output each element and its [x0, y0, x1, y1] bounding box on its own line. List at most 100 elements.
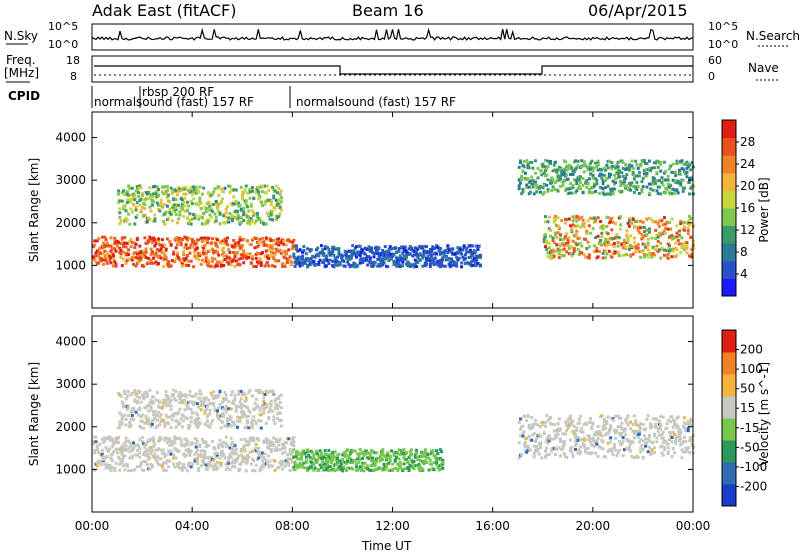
- echo-cell: [219, 201, 223, 205]
- echo-cell: [550, 176, 554, 180]
- echo-cell: [182, 452, 186, 456]
- echo-cell: [173, 435, 177, 439]
- echo-cell: [148, 401, 152, 405]
- echo-cell: [134, 215, 138, 219]
- echo-cell: [133, 444, 137, 448]
- echo-cell: [669, 431, 673, 435]
- echo-cell: [671, 247, 675, 251]
- echo-cell: [685, 448, 689, 452]
- echo-cell: [294, 259, 298, 263]
- echo-cell: [209, 455, 213, 459]
- echo-cell: [595, 246, 599, 250]
- echo-cell: [547, 227, 551, 231]
- echo-cell: [108, 254, 112, 258]
- echo-cell: [227, 220, 231, 224]
- echo-cell: [569, 164, 573, 168]
- echo-cell: [153, 416, 157, 420]
- echo-cell: [124, 216, 128, 220]
- echo-cell: [277, 465, 281, 469]
- echo-cell: [175, 437, 179, 441]
- echo-cell: [374, 247, 378, 251]
- echo-cell: [278, 248, 282, 252]
- echo-cell: [589, 231, 593, 235]
- echo-cell: [387, 258, 391, 262]
- echo-cell: [242, 251, 246, 255]
- echo-cell: [239, 397, 243, 401]
- echo-cell: [686, 226, 690, 230]
- echo-cell: [174, 246, 178, 250]
- echo-cell: [100, 235, 104, 239]
- echo-cell: [254, 256, 258, 260]
- echo-cell: [597, 174, 601, 178]
- echo-cell: [130, 410, 134, 414]
- echo-cell: [224, 211, 228, 215]
- echo-cell: [609, 427, 613, 431]
- echo-cell: [188, 424, 192, 428]
- echo-cell: [379, 261, 383, 265]
- echo-cell: [254, 265, 258, 269]
- velocity-ylabel: Slant Range [km]: [27, 362, 41, 466]
- echo-cell: [333, 450, 337, 454]
- echo-cell: [589, 216, 593, 220]
- echo-cell: [130, 391, 134, 395]
- echo-cell: [214, 455, 218, 459]
- colorbar-swatch: [722, 172, 736, 191]
- echo-cell: [574, 241, 578, 245]
- echo-cell: [354, 255, 358, 259]
- echo-cell: [592, 250, 596, 254]
- echo-cell: [264, 236, 268, 240]
- echo-cell: [659, 162, 663, 166]
- echo-cell: [597, 445, 601, 449]
- echo-cell: [612, 241, 616, 245]
- echo-cell: [174, 257, 178, 261]
- echo-cell: [642, 225, 646, 229]
- echo-cell: [609, 220, 613, 224]
- echo-cell: [567, 167, 571, 171]
- echo-cell: [193, 249, 197, 253]
- echo-cell: [274, 184, 278, 188]
- echo-cell: [589, 421, 593, 425]
- echo-cell: [521, 434, 525, 438]
- echo-cell: [169, 440, 173, 444]
- echo-cell: [140, 420, 144, 424]
- echo-cell: [317, 261, 321, 265]
- echo-cell: [670, 192, 674, 196]
- echo-cell: [128, 257, 132, 261]
- echo-cell: [271, 218, 275, 222]
- echo-cell: [412, 253, 416, 257]
- echo-cell: [233, 398, 237, 402]
- echo-cell: [284, 252, 288, 256]
- echo-cell: [333, 456, 337, 460]
- echo-cell: [213, 463, 217, 467]
- echo-cell: [450, 257, 454, 261]
- echo-cell: [533, 159, 537, 163]
- echo-cell: [197, 190, 201, 194]
- echo-cell: [269, 250, 273, 254]
- echo-cell: [222, 453, 226, 457]
- echo-cell: [109, 438, 113, 442]
- echo-cell: [552, 241, 556, 245]
- echo-cell: [322, 465, 326, 469]
- echo-cell: [268, 464, 272, 468]
- echo-cell: [521, 424, 525, 428]
- echo-cell: [535, 449, 539, 453]
- echo-cell: [605, 177, 609, 181]
- echo-cell: [686, 232, 690, 236]
- echo-cell: [396, 258, 400, 262]
- echo-cell: [327, 262, 331, 266]
- echo-cell: [244, 255, 248, 259]
- echo-cell: [125, 447, 129, 451]
- echo-cell: [149, 261, 153, 265]
- echo-cell: [413, 246, 417, 250]
- echo-cell: [532, 452, 536, 456]
- echo-cell: [565, 168, 569, 172]
- echo-cell: [276, 191, 280, 195]
- echo-cell: [661, 183, 665, 187]
- echo-cell: [132, 441, 136, 445]
- echo-cell: [168, 240, 172, 244]
- echo-cell: [322, 254, 326, 258]
- echo-cell: [118, 222, 122, 226]
- echo-cell: [545, 167, 549, 171]
- echo-cell: [293, 468, 297, 472]
- echo-cell: [251, 189, 255, 193]
